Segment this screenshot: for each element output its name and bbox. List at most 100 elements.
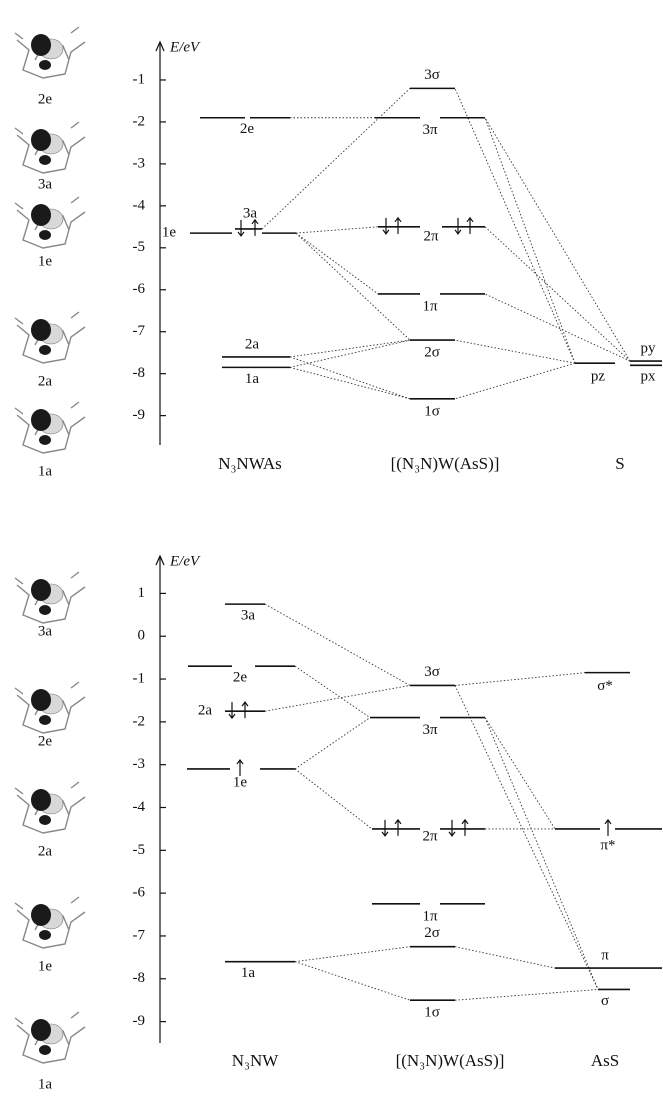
y-tick-label: -8: [133, 365, 146, 381]
orbital-lobe: [39, 435, 51, 445]
y-tick-label: -4: [133, 197, 146, 213]
electron-arrow: [462, 820, 468, 836]
level-label: 2π: [422, 828, 438, 844]
electron-arrow: [395, 820, 401, 836]
orbital-lobe: [31, 904, 51, 926]
y-tick-label: -6: [133, 885, 146, 901]
y-tick-label: -9: [133, 407, 146, 423]
orbital-lobe: [39, 930, 51, 940]
level-label: 2e: [233, 670, 248, 686]
correlation-line: [295, 718, 370, 769]
level-label: 3π: [422, 122, 438, 138]
level-label: π: [601, 948, 609, 964]
level-label: 3σ: [424, 67, 440, 83]
electron-arrow: [242, 702, 248, 718]
electron-arrow: [252, 220, 258, 236]
y-tick-label: -4: [133, 799, 146, 815]
orbital-image-label: 1a: [38, 463, 53, 479]
y-tick-label: -5: [133, 239, 146, 255]
level-label: 3σ: [424, 664, 440, 680]
correlation-line: [296, 233, 410, 340]
orbital-image-label: 2a: [38, 373, 53, 389]
electron-arrow: [449, 820, 455, 836]
correlation-line: [485, 118, 630, 361]
y-tick-label: -1: [133, 71, 146, 87]
electron-arrow: [238, 220, 244, 236]
orbital-image-label: 2a: [38, 843, 53, 859]
level-label: 3π: [422, 722, 438, 738]
axis-label: E/eV: [169, 39, 201, 55]
y-tick-label: -3: [133, 155, 146, 171]
correlation-line: [262, 88, 410, 229]
orbital-lobe: [31, 409, 51, 431]
orbital-lobe: [31, 789, 51, 811]
y-tick-label: -2: [133, 113, 146, 129]
axis-label: E/eV: [169, 553, 201, 569]
level-label: 2a: [245, 336, 260, 352]
orbital-image-label: 1e: [38, 958, 53, 974]
y-tick-label: -8: [133, 970, 146, 986]
correlation-line: [455, 673, 585, 686]
correlation-line: [296, 227, 378, 233]
correlation-line: [455, 989, 598, 1000]
orbital-lobe: [31, 1019, 51, 1041]
column-label: N₃NW: [232, 1051, 279, 1070]
level-label: 1σ: [424, 1005, 440, 1021]
orbital-lobe: [39, 345, 51, 355]
level-label: 2σ: [424, 345, 440, 361]
correlation-line: [295, 666, 370, 717]
correlation-line: [290, 340, 410, 367]
y-tick-label: -7: [133, 927, 146, 943]
orbital-lobe: [39, 815, 51, 825]
orbital-image-label: 2e: [38, 91, 53, 107]
level-label: π*: [600, 837, 615, 853]
y-tick-label: -5: [133, 842, 146, 858]
y-tick-label: -6: [133, 281, 146, 297]
correlation-line: [295, 962, 410, 1001]
correlation-line: [290, 340, 410, 357]
correlation-line: [485, 118, 575, 363]
mo-diagram: E/eV-1-2-3-4-5-6-7-8-92e3a1e2a1aN₃NWAs2e…: [0, 0, 663, 1093]
correlation-line: [455, 88, 575, 363]
correlation-line: [455, 340, 575, 363]
level-label: pz: [591, 369, 606, 385]
orbital-image-label: 2e: [38, 733, 53, 749]
electron-arrow: [229, 702, 235, 718]
level-label: px: [641, 369, 657, 385]
y-tick-label: -9: [133, 1013, 146, 1029]
orbital-lobe: [39, 605, 51, 615]
level-label: 1σ: [424, 403, 440, 419]
y-tick-label: -7: [133, 323, 146, 339]
correlation-line: [485, 294, 630, 361]
correlation-line: [295, 769, 372, 829]
level-label: 3a: [243, 205, 258, 221]
orbital-lobe: [31, 129, 51, 151]
correlation-line: [265, 604, 410, 685]
orbital-lobe: [39, 1045, 51, 1055]
y-tick-label: 0: [138, 628, 146, 644]
correlation-line: [295, 947, 410, 962]
orbital-lobe: [31, 34, 51, 56]
level-label: py: [641, 341, 657, 357]
level-label: 1π: [422, 298, 438, 314]
orbital-lobe: [31, 689, 51, 711]
electron-arrow: [455, 218, 461, 234]
column-label: AsS: [591, 1051, 619, 1070]
orbital-lobe: [39, 230, 51, 240]
orbital-lobe: [31, 319, 51, 341]
correlation-line: [485, 718, 598, 990]
orbital-lobe: [31, 579, 51, 601]
correlation-line: [455, 363, 575, 399]
y-tick-label: -1: [133, 670, 146, 686]
level-label: 2a: [198, 703, 213, 719]
y-tick-label: 1: [138, 585, 146, 601]
orbital-image-label: 1a: [38, 1076, 53, 1092]
electron-arrow: [605, 820, 611, 836]
correlation-line: [485, 227, 630, 361]
orbital-image-label: 3a: [38, 176, 53, 192]
level-label: σ*: [597, 678, 613, 694]
orbital-lobe: [39, 155, 51, 165]
y-tick-label: -2: [133, 713, 146, 729]
electron-arrow: [383, 218, 389, 234]
